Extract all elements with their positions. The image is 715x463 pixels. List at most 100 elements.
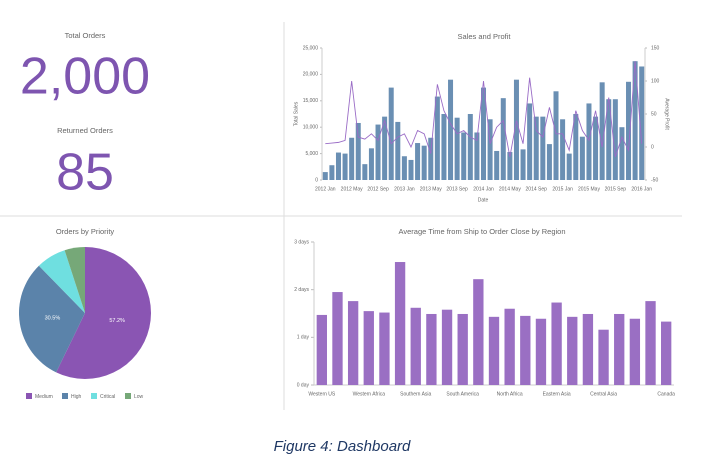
y2-tick-label: 150: [651, 45, 660, 51]
bar: [362, 164, 368, 180]
bar: [410, 307, 421, 385]
bar: [388, 87, 394, 180]
pie-slice: [56, 247, 152, 380]
x-tick-label: Southern Asia: [400, 391, 431, 397]
bar: [500, 98, 506, 180]
bar: [488, 316, 500, 385]
bar: [582, 313, 594, 385]
y2-tick-label: 0: [651, 144, 654, 150]
bar: [494, 150, 500, 180]
legend-swatch: [62, 393, 68, 399]
bar: [586, 103, 592, 180]
bar: [473, 279, 484, 385]
bar: [461, 132, 467, 180]
x-tick-label: Canada: [657, 391, 675, 397]
bar: [428, 137, 434, 180]
bar: [598, 329, 609, 385]
bar: [415, 143, 421, 180]
x-tick-label: 2013 May: [420, 186, 442, 192]
bar: [382, 116, 388, 180]
chart-title: Average Time from Ship to Order Close by…: [398, 227, 565, 236]
bar: [316, 314, 327, 385]
x-tick-label: 2012 Sep: [367, 186, 389, 192]
bar: [441, 114, 447, 180]
bar: [513, 79, 519, 180]
y-tick-label: 10,000: [303, 125, 319, 131]
y-tick-label: 20,000: [303, 72, 319, 78]
x-tick-label: 2016 Jan: [631, 186, 652, 192]
x-tick-label: 2015 May: [578, 186, 600, 192]
bar: [566, 153, 572, 180]
bar: [632, 61, 638, 181]
y2-tick-label: -50: [651, 177, 658, 183]
bar: [614, 313, 625, 385]
bar: [599, 82, 605, 180]
line: [325, 61, 643, 158]
bar: [457, 313, 468, 385]
bar: [375, 124, 381, 180]
bar: [520, 149, 526, 180]
kpi-label: Returned Orders: [57, 126, 113, 135]
bar: [560, 119, 566, 180]
bar: [480, 87, 487, 180]
bar: [487, 119, 493, 180]
bar: [401, 156, 407, 180]
bar: [368, 148, 374, 180]
legend-label: High: [71, 394, 82, 400]
bar: [619, 127, 625, 180]
y-tick-label: 0 day: [297, 382, 310, 388]
bar: [593, 116, 599, 180]
bar: [363, 311, 374, 385]
pie-slice: [64, 247, 85, 313]
bar: [551, 302, 562, 385]
bar: [335, 152, 341, 180]
legend-label: Medium: [35, 394, 53, 400]
bar: [535, 318, 547, 385]
bar: [504, 308, 515, 385]
bar: [507, 152, 513, 180]
y-tick-label: 2 days: [294, 287, 309, 293]
x-tick-label: 2014 Jan: [473, 186, 494, 192]
bar: [421, 145, 427, 180]
bar: [395, 121, 401, 180]
x-tick-label: South America: [446, 391, 479, 397]
x-axis-label: Date: [478, 197, 489, 203]
bar: [629, 318, 641, 385]
y2-axis-label: Average Profit: [664, 98, 670, 130]
x-tick-label: Central Asia: [590, 391, 617, 397]
bar: [448, 79, 454, 180]
y-axis-label: Total Sales: [293, 101, 299, 126]
x-tick-label: 2014 Sep: [526, 186, 548, 192]
bar: [661, 321, 672, 385]
x-tick-label: North Africa: [497, 391, 523, 397]
x-tick-label: 2012 Jan: [315, 186, 336, 192]
y-tick-label: 5,000: [305, 151, 318, 157]
chart-title: Sales and Profit: [458, 32, 512, 41]
bar: [606, 99, 612, 180]
x-tick-label: 2012 May: [341, 186, 363, 192]
legend-label: Low: [134, 394, 144, 400]
bar: [553, 91, 559, 180]
pie-slice: [38, 250, 85, 313]
x-tick-label: 2013 Sep: [446, 186, 468, 192]
bar: [322, 172, 328, 180]
pie-slice: [19, 265, 85, 373]
bar: [540, 116, 546, 180]
bar: [454, 117, 460, 180]
legend-swatch: [26, 393, 32, 399]
bar: [612, 99, 618, 180]
x-tick-label: 2014 May: [499, 186, 521, 192]
bar: [408, 159, 414, 180]
bar: [467, 114, 473, 180]
x-tick-label: 2015 Sep: [605, 186, 627, 192]
data-label: 57.2%: [109, 318, 125, 324]
bar: [527, 103, 533, 180]
y-tick-label: 3 days: [294, 239, 309, 245]
kpi-label: Total Orders: [65, 31, 106, 40]
kpi-value: 85: [56, 144, 114, 202]
bar: [533, 116, 539, 180]
x-tick-label: 2013 Jan: [394, 186, 415, 192]
y-tick-label: 0: [315, 177, 318, 183]
legend-label: Critical: [100, 394, 115, 400]
